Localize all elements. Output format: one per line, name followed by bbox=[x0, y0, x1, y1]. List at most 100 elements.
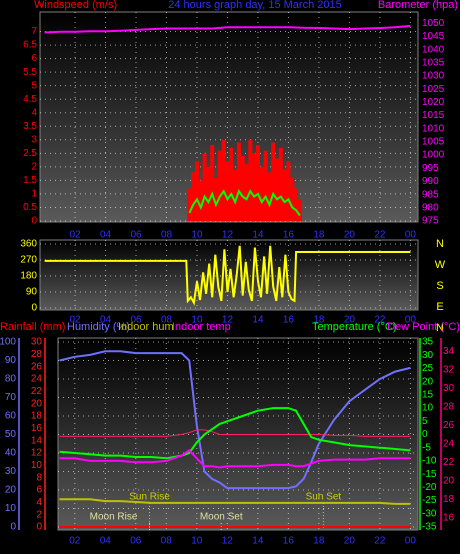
y-tick-label: 3 bbox=[31, 134, 37, 145]
y-tick-label: -30 bbox=[422, 508, 437, 519]
bar bbox=[255, 145, 260, 221]
x-tick-label: 06 bbox=[130, 230, 142, 241]
bar bbox=[259, 166, 264, 221]
bar bbox=[233, 169, 238, 221]
x-tick-label: 12 bbox=[222, 536, 234, 547]
x-tick-label: 00 bbox=[405, 536, 417, 547]
y-tick-label: 990 bbox=[422, 176, 439, 187]
y-tick-label: 90 bbox=[26, 287, 38, 298]
bar bbox=[217, 150, 222, 221]
y-tick-label: 1.5 bbox=[23, 175, 37, 186]
x-tick-label: 16 bbox=[283, 230, 295, 241]
y-tick-label: 70 bbox=[5, 392, 17, 403]
legend-label: Indoor hum bbox=[118, 321, 174, 333]
x-tick-label: 14 bbox=[252, 315, 264, 326]
y-tick-label: 25 bbox=[422, 363, 434, 374]
x-tick-label: 18 bbox=[313, 315, 325, 326]
y-tick-label: 4.5 bbox=[23, 94, 37, 105]
bar bbox=[206, 166, 211, 221]
y-tick-label: 60 bbox=[5, 411, 17, 422]
bar bbox=[290, 177, 295, 221]
x-tick-label: 06 bbox=[130, 536, 142, 547]
y-tick-label: 24 bbox=[31, 374, 43, 385]
legend-label: Temperature (°C) bbox=[312, 321, 396, 333]
y-tick-label: 8 bbox=[36, 472, 42, 483]
compass-label: S bbox=[436, 280, 443, 292]
y-tick-label: 4 bbox=[36, 497, 42, 508]
x-tick-label: 12 bbox=[222, 230, 234, 241]
y-tick-label: -20 bbox=[422, 482, 437, 493]
x-tick-label: 00 bbox=[405, 230, 417, 241]
x-tick-label: 20 bbox=[344, 536, 356, 547]
y-tick-label: 22 bbox=[443, 457, 455, 468]
compass-label: N bbox=[436, 238, 444, 250]
y-tick-label: 10 bbox=[5, 503, 17, 514]
legend-label: Humidity (%) bbox=[67, 321, 130, 333]
y-tick-label: 1040 bbox=[422, 44, 445, 55]
y-tick-label: 995 bbox=[422, 163, 439, 174]
y-tick-label: 2 bbox=[36, 509, 42, 520]
x-tick-label: 02 bbox=[69, 230, 81, 241]
legend-label: Indoor temp bbox=[172, 321, 231, 333]
y-tick-label: 26 bbox=[31, 361, 43, 372]
bar bbox=[202, 153, 207, 221]
x-tick-label: 12 bbox=[222, 315, 234, 326]
compass-label: E bbox=[436, 301, 443, 313]
bar bbox=[187, 188, 192, 221]
bar bbox=[294, 188, 299, 221]
y-tick-label: -10 bbox=[422, 456, 437, 467]
x-tick-label: 08 bbox=[161, 230, 173, 241]
bar bbox=[214, 177, 219, 221]
x-tick-label: 20 bbox=[344, 230, 356, 241]
bar bbox=[297, 199, 302, 221]
y-tick-label: 100 bbox=[0, 337, 16, 348]
y-tick-label: 32 bbox=[443, 364, 455, 375]
series-line bbox=[44, 24, 411, 34]
y-tick-label: 1 bbox=[31, 189, 37, 200]
compass-label: N bbox=[436, 322, 444, 334]
x-tick-label: 14 bbox=[252, 230, 264, 241]
bar bbox=[278, 147, 283, 221]
x-tick-label: 10 bbox=[191, 230, 203, 241]
y-tick-label: 30 bbox=[31, 337, 43, 348]
legend-label: Rainfall (mm) bbox=[0, 321, 65, 333]
y-tick-label: 14 bbox=[31, 435, 43, 446]
bar bbox=[229, 147, 234, 221]
x-tick-label: 02 bbox=[69, 315, 81, 326]
y-tick-label: 1050 bbox=[422, 18, 445, 29]
y-tick-label: 5.5 bbox=[23, 67, 37, 78]
y-tick-label: 20 bbox=[422, 376, 434, 387]
series-line bbox=[59, 449, 411, 469]
y-tick-label: 22 bbox=[31, 386, 43, 397]
y-tick-label: 26 bbox=[443, 420, 455, 431]
y-tick-label: 2.5 bbox=[23, 148, 37, 159]
y-tick-label: 12 bbox=[31, 448, 43, 459]
y-tick-label: 1020 bbox=[422, 97, 445, 108]
x-tick-label: 18 bbox=[313, 536, 325, 547]
x-tick-label: 04 bbox=[100, 230, 112, 241]
y-tick-label: 20 bbox=[5, 485, 17, 496]
y-tick-label: -25 bbox=[422, 495, 437, 506]
y-tick-label: 16 bbox=[31, 423, 43, 434]
y-tick-label: 360 bbox=[20, 239, 37, 250]
y-tick-label: 15 bbox=[422, 389, 434, 400]
y-tick-label: -5 bbox=[422, 442, 431, 453]
x-tick-label: 18 bbox=[313, 230, 325, 241]
y2-axis-label: Barometer (hpa) bbox=[378, 0, 458, 11]
x-tick-label: 22 bbox=[374, 230, 386, 241]
chart-title: 24 hours graph day, 15 March 2015 bbox=[168, 0, 341, 11]
y-tick-label: 5 bbox=[31, 80, 37, 91]
series-line bbox=[188, 189, 301, 217]
y-tick-label: 50 bbox=[5, 429, 17, 440]
bar bbox=[282, 169, 287, 221]
y-tick-label: 6 bbox=[31, 53, 37, 64]
x-tick-label: 20 bbox=[344, 315, 356, 326]
series-line bbox=[59, 407, 411, 460]
x-tick-label: 08 bbox=[161, 536, 173, 547]
x-tick-label: 08 bbox=[161, 315, 173, 326]
x-tick-label: 22 bbox=[374, 315, 386, 326]
bar bbox=[271, 142, 276, 221]
y-tick-label: 1025 bbox=[422, 84, 445, 95]
y-tick-label: 0.5 bbox=[23, 202, 37, 213]
bar bbox=[194, 161, 199, 221]
